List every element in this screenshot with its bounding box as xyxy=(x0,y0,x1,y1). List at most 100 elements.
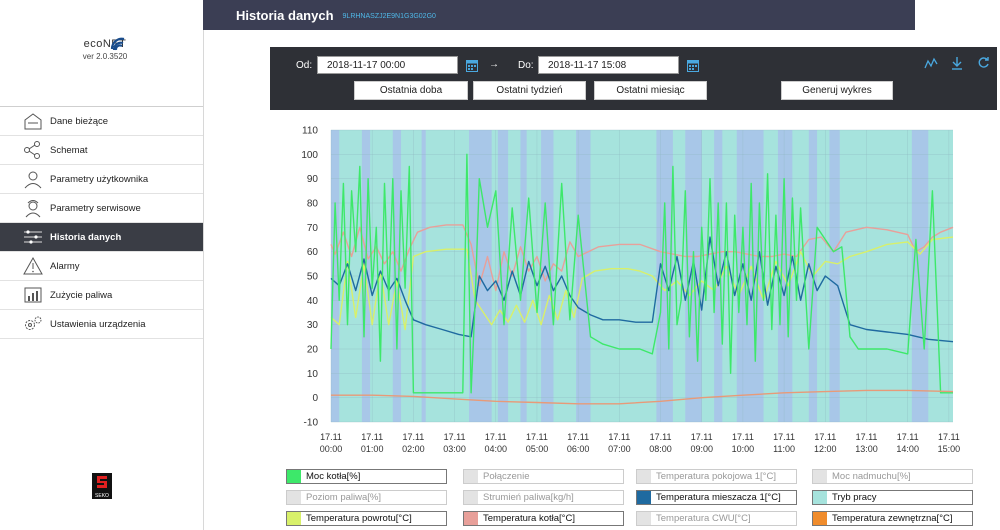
x-tick-label: 17.11 00:00 xyxy=(320,432,343,454)
y-tick-label: 90 xyxy=(307,174,319,185)
y-tick-label: 20 xyxy=(307,345,319,356)
y-tick-label: 60 xyxy=(307,247,319,258)
x-tick-label: 17.11 15:00 xyxy=(938,432,961,454)
legend-swatch xyxy=(287,470,301,483)
menu-label: Zużycie paliwa xyxy=(50,289,113,301)
menu-item-parametry-uzytkownika[interactable]: Parametry użytkownika xyxy=(0,165,203,194)
legend-swatch xyxy=(464,470,478,483)
y-tick-label: 50 xyxy=(307,272,319,283)
x-tick-label: 17.11 13:00 xyxy=(855,432,878,454)
fuel-chart-icon xyxy=(24,287,42,303)
menu-item-dane-biezace[interactable]: Dane bieżące xyxy=(0,107,203,136)
x-tick-label: 17.11 08:00 xyxy=(649,432,672,454)
menu-item-schemat[interactable]: Schemat xyxy=(0,136,203,165)
legend-label: Tryb pracy xyxy=(832,492,877,503)
legend-label: Temperatura mieszacza 1[°C] xyxy=(656,492,781,503)
legend-label: Strumień paliwa[kg/h] xyxy=(483,492,574,503)
y-tick-label: 110 xyxy=(302,126,318,137)
menu-item-ustawienia-urzadzenia[interactable]: Ustawienia urządzenia xyxy=(0,310,203,339)
y-tick-label: 40 xyxy=(307,296,319,307)
menu-label: Parametry użytkownika xyxy=(50,173,149,185)
x-tick-label: 17.11 01:00 xyxy=(361,432,384,454)
legend-item[interactable]: Temperatura kotła[°C] xyxy=(463,511,624,526)
legend-label: Połączenie xyxy=(483,471,530,482)
last-month-button[interactable]: Ostatni miesiąc xyxy=(594,81,707,100)
y-tick-label: 70 xyxy=(307,223,319,234)
gears-icon xyxy=(25,316,42,330)
to-calendar-icon[interactable] xyxy=(687,59,699,72)
menu-item-alarmy[interactable]: Alarmy xyxy=(0,252,203,281)
y-tick-label: 0 xyxy=(312,393,318,404)
legend-swatch xyxy=(464,512,478,525)
page-title: Historia danych xyxy=(236,7,334,23)
history-icon xyxy=(24,230,42,244)
legend-label: Temperatura pokojowa 1[°C] xyxy=(656,471,776,482)
legend-item[interactable]: Temperatura powrotu[°C] xyxy=(286,511,447,526)
legend-label: Temperatura zewnętrzna[°C] xyxy=(832,513,953,524)
legend-item[interactable]: Moc nadmuchu[%] xyxy=(812,469,973,484)
refresh-icon[interactable] xyxy=(977,56,990,69)
y-tick-label: -10 xyxy=(304,418,319,429)
y-tick-label: 10 xyxy=(307,369,319,380)
x-tick-label: 17.11 06:00 xyxy=(567,432,590,454)
legend-item[interactable]: Połączenie xyxy=(463,469,624,484)
last-day-button[interactable]: Ostatnia doba xyxy=(354,81,468,100)
history-chart: -10 0 10 20 30 40 50 60 70 80 90 100 110 17.11 00:00 1… xyxy=(301,126,961,455)
legend-swatch xyxy=(287,491,301,504)
legend-item[interactable]: Poziom paliwa[%] xyxy=(286,490,447,505)
to-label: Do: xyxy=(518,60,534,71)
legend-item[interactable]: Strumień paliwa[kg/h] xyxy=(463,490,624,505)
download-icon[interactable] xyxy=(951,56,963,70)
y-tick-label: 30 xyxy=(307,320,319,331)
legend-label: Temperatura powrotu[°C] xyxy=(306,513,412,524)
menu-label: Ustawienia urządzenia xyxy=(50,318,146,330)
legend-swatch xyxy=(287,512,301,525)
series-line-4 xyxy=(331,389,954,405)
legend-swatch xyxy=(813,512,827,525)
legend-item[interactable]: Temperatura CWU[°C] xyxy=(636,511,797,526)
menu-item-zuzycie-paliwa[interactable]: Zużycie paliwa xyxy=(0,281,203,310)
last-week-button[interactable]: Ostatni tydzień xyxy=(473,81,586,100)
legend-item[interactable]: Temperatura mieszacza 1[°C] xyxy=(636,490,797,505)
series-line-2 xyxy=(330,236,954,343)
generate-chart-button[interactable]: Generuj wykres xyxy=(781,81,893,100)
range-arrow: → xyxy=(489,59,499,70)
legend-swatch xyxy=(637,512,651,525)
legend-swatch xyxy=(813,491,827,504)
series-line-3 xyxy=(330,153,953,394)
home-icon xyxy=(24,113,42,130)
to-date-input[interactable]: 2018-11-17 15:08 xyxy=(538,56,679,74)
menu-label: Schemat xyxy=(50,144,88,156)
warning-icon xyxy=(23,256,43,275)
signal-arcs-icon xyxy=(110,37,125,51)
seko-logo: SEKO xyxy=(92,473,112,499)
chart-type-icon[interactable] xyxy=(924,57,938,70)
legend-label: Temperatura CWU[°C] xyxy=(656,513,751,524)
from-calendar-icon[interactable] xyxy=(466,59,478,72)
y-tick-label: 100 xyxy=(301,150,318,161)
service-user-icon xyxy=(25,200,41,218)
legend-label: Temperatura kotła[°C] xyxy=(483,513,575,524)
x-tick-label: 17.11 14:00 xyxy=(896,432,919,454)
sidebar: ecoNET ver 2.0.3520 Dane bieżące Schemat… xyxy=(0,0,204,530)
legend-label: Moc nadmuchu[%] xyxy=(832,471,911,482)
chart-legend: Moc kotła[%] Połączenie Temperatura pokojo… xyxy=(286,469,973,530)
x-tick-label: 17.11 12:00 xyxy=(814,432,837,454)
menu-item-parametry-serwisowe[interactable]: Parametry serwisowe xyxy=(0,194,203,223)
legend-item[interactable]: Moc kotła[%] xyxy=(286,469,447,484)
x-tick-label: 17.11 11:00 xyxy=(773,432,795,454)
schema-icon xyxy=(24,141,40,159)
legend-item[interactable]: Temperatura zewnętrzna[°C] xyxy=(812,511,973,526)
x-tick-label: 17.11 05:00 xyxy=(526,432,549,454)
user-icon xyxy=(24,171,42,189)
legend-label: Poziom paliwa[%] xyxy=(306,492,381,503)
top-bar: Historia danych 9LRHNASZJ2E9N1G3G02G0 xyxy=(203,0,915,30)
x-tick-label: 17.11 10:00 xyxy=(732,432,755,454)
legend-item[interactable]: Tryb pracy xyxy=(812,490,973,505)
menu-item-historia-danych[interactable]: Historia danych xyxy=(0,223,203,252)
from-date-input[interactable]: 2018-11-17 00:00 xyxy=(317,56,458,74)
legend-item[interactable]: Temperatura pokojowa 1[°C] xyxy=(636,469,797,484)
menu-label: Parametry serwisowe xyxy=(50,202,141,214)
menu-label: Dane bieżące xyxy=(50,115,109,127)
x-tick-label: 17.11 09:00 xyxy=(690,432,713,454)
